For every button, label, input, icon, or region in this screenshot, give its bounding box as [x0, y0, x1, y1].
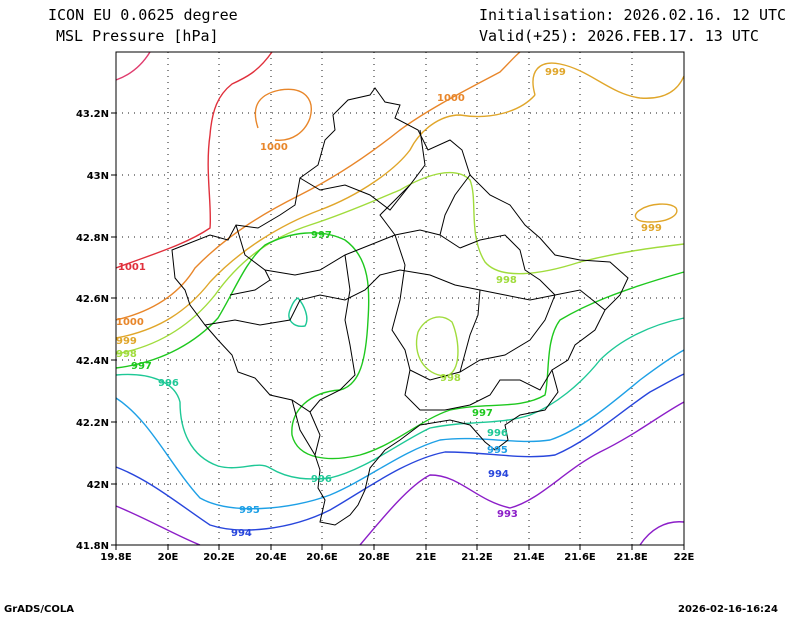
x-tick-label: 20.2E	[203, 552, 235, 563]
x-tick-label: 21.8E	[616, 552, 648, 563]
isobar-998	[115, 172, 685, 355]
init-time: Initialisation: 2026.02.16. 12 UTC	[479, 6, 787, 24]
x-tick-label: 20.8E	[358, 552, 390, 563]
y-tick-label: 41.8N	[76, 541, 109, 552]
contour-label: 997	[311, 230, 332, 241]
inner-border-9	[291, 399, 316, 456]
contour-label: 998	[496, 275, 517, 286]
inner-border-4	[391, 234, 556, 381]
x-tick-label: 21E	[416, 552, 437, 563]
x-tick-label: 21.4E	[513, 552, 545, 563]
x-tick-label: 22E	[674, 552, 695, 563]
contour-label: 995	[239, 505, 260, 516]
y-tick-label: 43.2N	[76, 109, 109, 120]
contour-label: 996	[311, 474, 332, 485]
y-axis-labels: 43.2N 43N 42.8N 42.6N 42.4N 42.2N 42N 41.8N	[76, 109, 109, 552]
x-tick-label: 20E	[158, 552, 179, 563]
contour-label: 1001	[118, 262, 146, 273]
isobar-996-closed	[288, 297, 308, 327]
axis-ticks	[111, 112, 685, 550]
model-title: ICON EU 0.0625 degree	[48, 6, 238, 24]
contour-label: 999	[641, 223, 662, 234]
y-tick-label: 43N	[87, 171, 109, 182]
inner-border-11	[439, 174, 471, 236]
valid-time: Valid(+25): 2026.FEB.17. 13 UTC	[479, 27, 759, 45]
x-tick-label: 20.6E	[306, 552, 338, 563]
isobar-993-corner	[639, 521, 685, 546]
x-tick-label: 21.2E	[461, 552, 493, 563]
isobar-1000	[115, 51, 521, 321]
isobar-1001	[115, 51, 273, 269]
x-tick-label: 20.4E	[255, 552, 287, 563]
inner-border-7	[459, 234, 556, 296]
contour-label: 1000	[260, 142, 288, 153]
contour-label: 997	[472, 408, 493, 419]
grid	[116, 52, 684, 545]
x-tick-label: 21.6E	[564, 552, 596, 563]
inner-border-3	[309, 254, 356, 413]
isobars	[115, 51, 685, 546]
y-tick-label: 42.2N	[76, 418, 109, 429]
contour-label: 999	[545, 67, 566, 78]
y-tick-label: 42.6N	[76, 294, 109, 305]
inner-border-2	[204, 269, 606, 326]
isobar-1000-closed	[254, 88, 312, 141]
isobar-999	[115, 94, 536, 339]
inner-border-5	[379, 129, 426, 236]
inner-border-10	[229, 269, 271, 296]
contour-label: 998	[116, 349, 137, 360]
y-tick-label: 42.8N	[76, 233, 109, 244]
isobar-993	[115, 401, 685, 546]
isobar-998-closed	[415, 316, 459, 377]
y-tick-label: 42N	[87, 480, 109, 491]
contour-label: 996	[487, 428, 508, 439]
contour-label: 1000	[116, 317, 144, 328]
x-tick-label: 19.8E	[100, 552, 132, 563]
contour-label: 994	[488, 469, 509, 480]
contour-label: 996	[158, 378, 179, 389]
isobar-995	[115, 349, 685, 510]
isobar-999-arc	[532, 62, 685, 99]
x-axis-labels: 19.8E 20E 20.2E 20.4E 20.6E 20.8E 21E 21.2E 21.4…	[100, 552, 694, 563]
contour-label: 995	[487, 445, 508, 456]
isobar-994	[115, 373, 685, 531]
inner-border-8	[404, 369, 553, 411]
isobar-996	[115, 317, 685, 480]
field-title: MSL Pressure [hPa]	[56, 27, 219, 45]
contour-label: 1000	[437, 93, 465, 104]
contour-label: 997	[131, 361, 152, 372]
outer-border	[171, 87, 629, 526]
contour-label: 993	[497, 509, 518, 520]
footer-timestamp: 2026-02-16-16:24	[678, 604, 778, 615]
contour-labels: 1001100010001000999999999998998998997997…	[116, 67, 662, 539]
contour-label: 994	[231, 528, 252, 539]
contour-label: 998	[440, 373, 461, 384]
region-borders	[171, 87, 629, 526]
footer-credit: GrADS/COLA	[4, 604, 74, 615]
contour-label: 999	[116, 336, 137, 347]
isobar-997	[115, 232, 685, 460]
isobar-999-closed	[634, 203, 678, 223]
isobar-1001-corner	[115, 51, 151, 81]
y-tick-label: 42.4N	[76, 356, 109, 367]
inner-border-6	[299, 177, 411, 211]
inner-border-12	[459, 289, 481, 373]
